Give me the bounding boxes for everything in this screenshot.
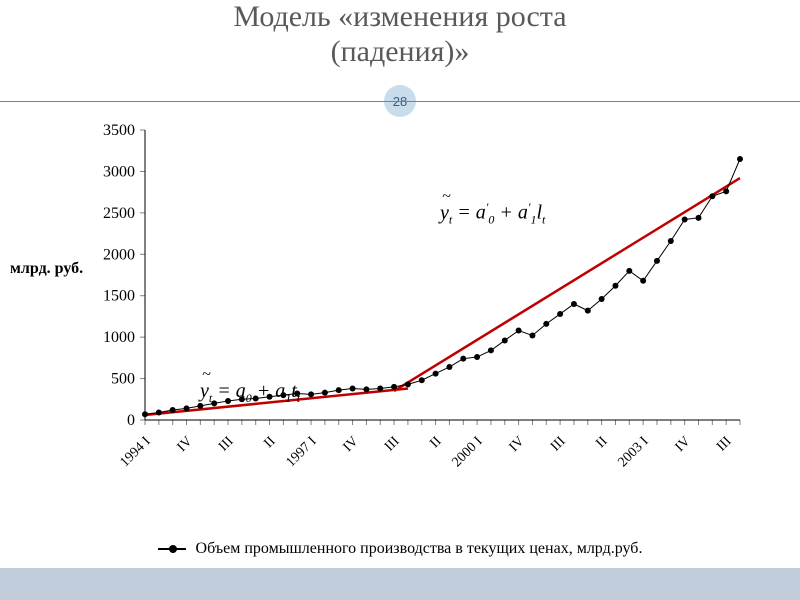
- svg-text:1000: 1000: [103, 329, 135, 346]
- svg-text:2500: 2500: [103, 205, 135, 222]
- chart-svg: 0 500 1000 1500 2000 2500 3000 3500: [40, 120, 760, 500]
- formula-segment-2: yt = a′0 + a′1lt: [440, 200, 545, 228]
- slide-footer-bar: [0, 568, 800, 600]
- svg-text:1500: 1500: [103, 288, 135, 305]
- title-line1: Модель «изменения роста: [233, 0, 566, 33]
- title-underline: [0, 101, 800, 102]
- svg-text:3500: 3500: [103, 122, 135, 139]
- svg-text:500: 500: [111, 371, 135, 388]
- chart-container: 0500100015002000250030003500 1994 IIVIII…: [40, 120, 760, 550]
- slide-title: Модель «изменения роста (падения)»: [0, 0, 800, 69]
- formula-segment-1: yt = a0 + a1tt: [200, 380, 300, 406]
- chart-legend: Объем промышленного производства в текущ…: [0, 540, 800, 558]
- legend-label: Объем промышленного производства в текущ…: [196, 540, 643, 557]
- svg-text:3000: 3000: [103, 163, 135, 180]
- legend-marker-icon: [158, 548, 186, 550]
- svg-text:0: 0: [127, 412, 135, 429]
- svg-text:2000: 2000: [103, 246, 135, 263]
- title-line2: (падения)»: [331, 35, 470, 68]
